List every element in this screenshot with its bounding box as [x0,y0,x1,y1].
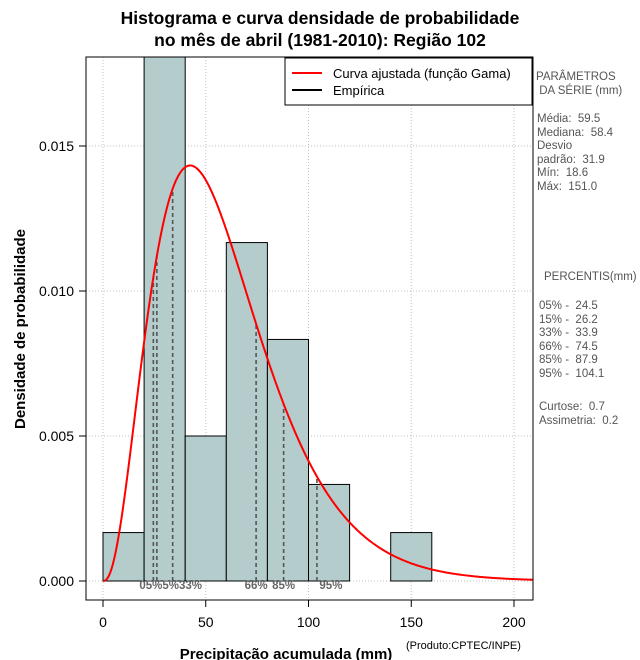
y-tick-label: 0.000 [39,573,74,589]
shape-stats: Curtose: 0.7 Assimetria: 0.2 [539,401,619,427]
y-tick-label: 0.010 [39,283,74,299]
percentile-label-group-left: 05%5%33% [139,580,202,592]
y-axis-label: Densidade de probabilidade [12,229,29,429]
legend-box [284,57,533,106]
histogram-bar [143,57,186,582]
percentile-lines-layer: 05%5%33% 66% 85% 95% [139,188,342,592]
axes-layer: 0 50 100 150 200 0.000 0.005 0.010 0.015 [39,56,534,630]
legend: Curva ajustada (função Gama) Empírica [284,57,533,106]
plot-frame [85,56,534,601]
chart-title-line-2: no mês de abril (1981-2010): Região 102 [154,30,486,50]
params-values: Média: 59.5 Mediana: 58.4 Desvio padrão:… [537,113,614,193]
x-tick-label: 0 [99,614,107,630]
x-axis-label: Precipitação acumulada (mm) [180,646,393,660]
bars-layer [102,57,433,582]
percentis-values: 05% - 24.5 15% - 26.2 33% - 33.9 66% - 7… [539,300,605,380]
y-tick-label: 0.005 [39,428,74,444]
legend-label: Curva ajustada (função Gama) [333,66,511,81]
chart-title-line-1: Histograma e curva densidade de probabil… [120,8,520,28]
params-title: PARÂMETROS DA SÉRIE (mm) [536,71,623,97]
percentile-label: 66% [245,580,268,592]
percentis-title: PERCENTIS(mm) [544,271,637,283]
x-tick-label: 150 [400,614,424,630]
legend-label: Empírica [333,83,385,98]
credit-note: (Produto:CPTEC/INPE) [406,640,521,652]
gamma-density-curve [103,164,533,582]
x-tick-label: 100 [297,614,321,630]
histogram-bar [184,435,227,582]
x-tick-label: 200 [502,614,526,630]
histogram-bar [308,483,351,582]
y-tick-label: 0.015 [39,138,74,154]
curve-layer [103,164,533,582]
percentile-label: 85% [272,580,295,592]
x-tick-label: 50 [198,614,214,630]
grid-layer [86,57,533,600]
percentile-label: 95% [319,580,342,592]
histogram-bar [225,242,268,582]
